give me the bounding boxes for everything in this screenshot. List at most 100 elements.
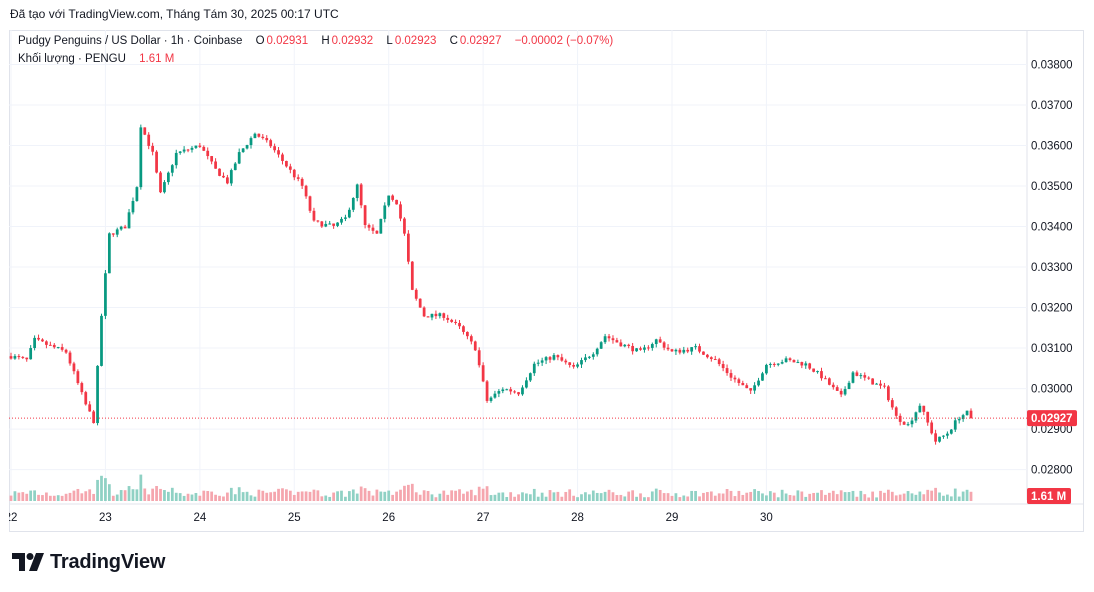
candle-body — [119, 226, 123, 230]
candle-body — [281, 154, 284, 161]
volume-bar — [631, 490, 635, 501]
volume-bar — [619, 494, 623, 501]
candle-body — [745, 385, 749, 389]
candle-body — [969, 410, 973, 419]
candle-body — [485, 381, 489, 401]
volume-bar — [68, 492, 72, 501]
volume-bar — [824, 494, 827, 501]
candle-body — [72, 363, 76, 372]
tradingview-logo-icon — [12, 553, 44, 571]
volume-bar — [359, 486, 363, 501]
candle-body — [729, 373, 733, 378]
candle-body — [942, 435, 945, 437]
volume-bar — [623, 496, 627, 501]
volume-bar — [611, 492, 615, 501]
candle-body — [312, 210, 316, 221]
candle-body — [875, 383, 878, 385]
price-chart[interactable]: 0.03800 0.03700 0.03600 0.03500 0.03400 0.033… — [9, 30, 1084, 532]
candle-body — [517, 392, 520, 395]
candle-body — [883, 385, 886, 387]
volume-bar — [698, 496, 701, 501]
candle-body — [780, 362, 784, 364]
volume-bar — [855, 496, 859, 501]
volume-bar — [934, 487, 937, 501]
symbol-title[interactable]: Pudgy Penguins / US Dollar · 1h · Coinba… — [18, 35, 243, 47]
candle-body — [76, 371, 80, 384]
candle-body — [957, 419, 961, 421]
grid-lines — [9, 30, 1084, 505]
candle-body — [914, 412, 918, 421]
candle-body — [556, 355, 560, 358]
volume-bar — [316, 490, 320, 501]
volume-bar — [155, 486, 158, 501]
candle-body — [111, 233, 115, 235]
candle-body — [607, 336, 611, 339]
volume-bar — [300, 491, 304, 501]
close-value: 0.02927 — [459, 35, 502, 47]
candle-body — [296, 177, 300, 179]
volume-bar — [709, 491, 713, 501]
volume-bar — [670, 495, 674, 501]
candle-body — [564, 360, 568, 363]
candle-body — [859, 375, 863, 377]
candle-body — [946, 433, 949, 436]
candle-body — [347, 209, 351, 218]
volume-bar — [198, 495, 202, 501]
volume-bar — [135, 489, 139, 501]
candle-body — [824, 378, 827, 380]
chart-caption: Đã tạo với TradingView.com, Tháng Tám 30… — [10, 7, 339, 21]
candle-body — [241, 148, 245, 153]
tradingview-logo[interactable]: TradingView — [12, 550, 165, 574]
candle-body — [328, 223, 332, 225]
candle-body — [678, 349, 682, 353]
candle-body — [509, 389, 513, 392]
candle-body — [867, 377, 871, 379]
last-price-tag-bg — [1027, 410, 1077, 427]
volume-bar — [772, 492, 776, 501]
candle-body — [139, 127, 143, 188]
volume-bar — [395, 491, 398, 501]
chart-frame[interactable] — [9, 30, 1084, 532]
volume-bar — [875, 497, 878, 501]
candle-body — [218, 168, 221, 176]
volume-bar — [159, 488, 162, 501]
volume-bar — [473, 495, 477, 501]
candle-body — [438, 313, 442, 317]
tradingview-logo-text: TradingView — [50, 550, 166, 573]
volume-bar — [627, 491, 631, 501]
volume-bar — [564, 491, 568, 501]
volume-bar — [658, 489, 662, 501]
candle-body — [706, 354, 709, 358]
volume-bar — [528, 494, 532, 501]
price-tick-label: 0.03300 — [1031, 262, 1073, 274]
volume-bar — [780, 489, 784, 501]
volume-bar — [965, 489, 969, 501]
candle-body — [210, 156, 214, 162]
volume-bar — [568, 489, 572, 501]
volume-bar — [501, 492, 505, 501]
volume-bar — [835, 494, 839, 501]
candle-body — [222, 175, 225, 178]
volume-bar — [363, 488, 367, 501]
ohlc-legend: Pudgy Penguins / US Dollar · 1h · Coinba… — [18, 35, 615, 47]
volume-bar — [690, 490, 694, 501]
candle-body — [804, 363, 808, 366]
price-tick-label: 0.03100 — [1031, 343, 1073, 355]
candle-body — [407, 233, 410, 262]
volume-bar — [580, 494, 583, 501]
candle-body — [155, 151, 158, 173]
candle-body — [226, 177, 229, 184]
volume-bar — [757, 491, 760, 501]
candle-body — [831, 384, 835, 388]
volume-bar — [477, 486, 481, 501]
candle-body — [336, 222, 339, 226]
candle-body — [741, 382, 745, 386]
volume-bar — [458, 489, 461, 501]
volume-bar — [60, 495, 64, 501]
volume-bar — [131, 489, 135, 501]
candle-body — [84, 392, 88, 405]
volume-bar — [851, 490, 855, 501]
volume-bar — [729, 490, 733, 501]
volume-label[interactable]: Khối lượng · PENGU — [18, 53, 126, 65]
candle-body — [765, 364, 768, 374]
